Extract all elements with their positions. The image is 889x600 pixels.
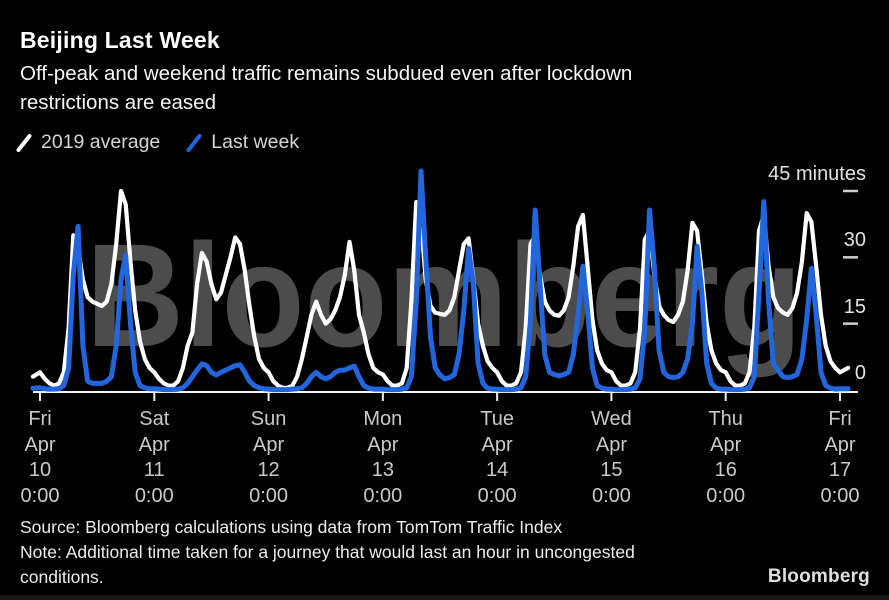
legend-item-last-week: Last week — [186, 131, 299, 154]
x-tick-text: Sat — [139, 408, 170, 430]
y-axis-label-30: 30 — [843, 229, 866, 252]
bloomberg-logo: Bloomberg — [767, 566, 870, 587]
legend-line-swatch-icon — [16, 133, 32, 152]
x-tick-label-sat-11: Sat Apr 11 0:00 — [109, 407, 199, 509]
x-tick-text: 14 — [486, 459, 509, 481]
x-tick-label-tue-14: Tue Apr 14 0:00 — [452, 407, 542, 509]
legend-label: Last week — [211, 131, 300, 153]
x-tick-text: Tue — [480, 408, 514, 430]
x-tick-text: Apr — [481, 433, 513, 456]
x-tick-text: 0:00 — [249, 484, 289, 507]
x-tick-text: 0:00 — [20, 484, 60, 507]
x-tick-label-wed-15: Wed Apr 15 0:00 — [566, 407, 656, 509]
legend-label: 2019 average — [41, 131, 161, 153]
chart-title: Beijing Last Week — [20, 27, 220, 53]
x-tick-label-fri-17: Fri Apr 17 0:00 — [795, 407, 885, 509]
x-tick-text: 0:00 — [820, 484, 860, 507]
x-tick-text: Thu — [708, 408, 743, 430]
footer-note-line1: Note: Additional time taken for a journe… — [20, 542, 635, 562]
x-tick-label-mon-13: Mon Apr 13 0:00 — [338, 407, 428, 509]
footer: Source: Bloomberg calculations using dat… — [20, 515, 635, 590]
x-tick-text: Wed — [591, 408, 632, 430]
bottom-bar — [0, 595, 889, 600]
x-tick-text: 0:00 — [591, 484, 631, 507]
x-tick-label-sun-12: Sun Apr 12 0:00 — [224, 407, 314, 509]
chart-subtitle-line2: restrictions are eased — [20, 91, 216, 114]
series-line-last-week — [30, 168, 851, 393]
x-tick-text: 11 — [143, 459, 165, 481]
footer-note-line2: conditions. — [20, 567, 104, 587]
x-tick-text: Mon — [363, 408, 403, 430]
x-tick-text: 0:00 — [706, 484, 746, 507]
x-tick-text: 0:00 — [363, 484, 403, 507]
x-tick-text: Apr — [24, 433, 56, 456]
footer-source: Source: Bloomberg calculations using dat… — [20, 517, 563, 537]
x-tick-label-thu-16: Thu Apr 16 0:00 — [681, 407, 771, 509]
x-tick-text: 13 — [371, 459, 394, 481]
x-tick-text: Apr — [595, 433, 627, 456]
x-tick-text: Apr — [710, 433, 742, 456]
x-tick-text: 10 — [28, 459, 52, 481]
x-tick-text: Apr — [253, 433, 285, 456]
x-tick-text: Sun — [250, 408, 287, 430]
chart-subtitle: Off-peak and weekend traffic remains sub… — [20, 59, 632, 117]
x-tick-text: Apr — [367, 433, 399, 456]
x-tick-text: Fri — [828, 408, 852, 430]
y-axis-label-45: 45 minutes — [768, 163, 866, 185]
legend: 2019 average Last week — [16, 131, 325, 154]
x-tick-text: 12 — [257, 459, 280, 481]
x-tick-text: Fri — [28, 408, 52, 430]
x-tick-text: 16 — [714, 459, 737, 481]
x-tick-text: 15 — [600, 459, 623, 481]
series-line-2019-average — [30, 188, 851, 390]
y-axis-label-15: 15 — [843, 295, 866, 318]
legend-item-2019-average: 2019 average — [16, 131, 160, 154]
x-tick-text: Apr — [138, 433, 170, 456]
x-tick-text: Apr — [824, 433, 856, 456]
x-tick-text: 0:00 — [477, 484, 517, 507]
x-tick-text: 17 — [828, 459, 852, 481]
x-tick-text: 0:00 — [134, 484, 174, 507]
x-tick-label-fri-10: Fri Apr 10 0:00 — [0, 407, 85, 509]
y-axis-label-0: 0 — [854, 362, 866, 384]
chart-subtitle-line1: Off-peak and weekend traffic remains sub… — [20, 62, 633, 85]
legend-line-swatch-icon — [186, 133, 202, 152]
